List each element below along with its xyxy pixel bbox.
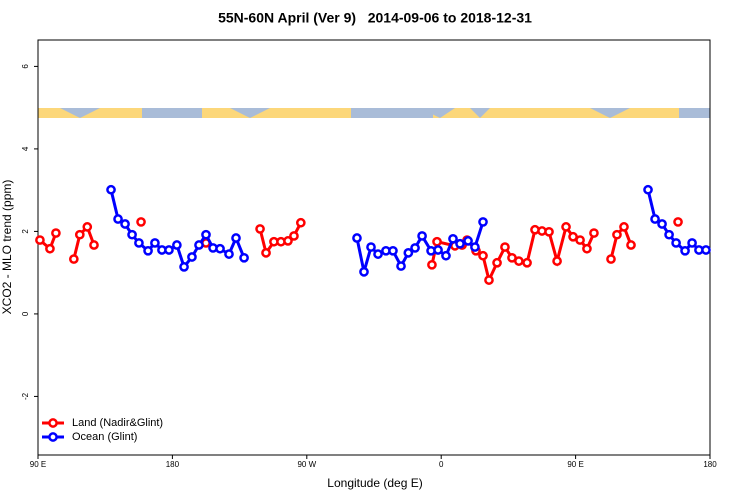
x-tick-label: 90 E: [30, 460, 46, 469]
data-point: [619, 222, 629, 232]
data-point: [626, 240, 636, 250]
series-line: [72, 224, 96, 260]
data-point: [575, 235, 585, 245]
data-point: [582, 243, 592, 254]
series-line: [609, 224, 633, 260]
y-axis-label: XCO2 - MLO trend (ppm): [0, 180, 14, 315]
map-ocean: [38, 108, 710, 118]
data-point: [113, 214, 123, 224]
data-point: [664, 229, 674, 240]
data-point: [671, 238, 681, 248]
data-point: [544, 226, 554, 237]
data-point: [492, 257, 502, 268]
data-point: [295, 217, 306, 228]
data-point: [403, 248, 414, 258]
data-point: [612, 229, 622, 240]
data-point: [74, 229, 85, 240]
data-point: [673, 217, 683, 227]
data-point: [432, 236, 442, 247]
data-point: [289, 231, 299, 241]
data-point: [643, 184, 653, 195]
data-point: [680, 245, 690, 256]
data-point: [366, 242, 376, 252]
data-point: [164, 245, 174, 255]
legend-label: Ocean (Glint): [72, 431, 137, 443]
data-point: [561, 222, 571, 232]
legend-label: Land (Nadir&Glint): [72, 417, 163, 429]
legend-marker: [48, 418, 58, 428]
legend-marker: [48, 432, 58, 442]
data-point: [231, 233, 241, 243]
data-point: [417, 231, 427, 241]
data-point: [106, 184, 116, 195]
data-point: [478, 250, 488, 261]
data-point: [687, 238, 697, 248]
data-point: [194, 240, 204, 250]
data-point: [441, 250, 451, 261]
data-point: [388, 245, 398, 256]
data-point: [650, 214, 660, 224]
data-point: [463, 236, 473, 246]
map-strip: [38, 108, 710, 118]
y-tick-label: 2: [21, 229, 30, 234]
data-point: [82, 222, 93, 232]
map-ocean: [60, 108, 630, 118]
data-point: [179, 262, 189, 272]
map-land: [202, 108, 351, 118]
data-point: [239, 252, 249, 263]
chart-title: 55N-60N April (Ver 9) 2014-09-06 to 2018…: [218, 10, 532, 26]
data-point: [215, 243, 225, 254]
data-point: [127, 229, 137, 240]
data-point: [484, 275, 494, 285]
y-tick-label: -2: [21, 392, 30, 400]
data-point: [410, 243, 420, 253]
data-point: [657, 219, 667, 229]
x-tick-label: 90 E: [567, 460, 583, 469]
x-axis-label: Longitude (deg E): [327, 476, 422, 490]
data-point: [143, 245, 153, 256]
data-point: [552, 256, 562, 266]
x-tick-label: 0: [439, 460, 444, 469]
data-point: [522, 257, 532, 268]
data-point: [455, 238, 465, 249]
data-point: [433, 245, 443, 255]
data-point: [589, 228, 599, 238]
data-point: [68, 254, 79, 264]
data-point: [51, 228, 61, 238]
x-tick-label: 180: [166, 460, 180, 469]
data-point: [448, 233, 458, 244]
y-tick-label: 0: [21, 311, 30, 316]
y-tick-label: 4: [21, 146, 30, 151]
map-land: [433, 108, 679, 118]
data-point: [606, 254, 616, 264]
data-point: [359, 266, 369, 277]
data-point: [373, 249, 383, 259]
data-point: [120, 219, 130, 229]
data-point: [514, 256, 524, 266]
data-point: [45, 243, 55, 254]
data-point: [427, 259, 437, 270]
y-tick-label: 6: [21, 64, 30, 69]
data-point: [261, 248, 271, 258]
data-point: [187, 252, 197, 262]
x-tick-label: 90 W: [297, 460, 316, 469]
data-point: [470, 242, 480, 252]
data-point: [396, 261, 406, 271]
data-point: [134, 238, 144, 248]
data-point: [500, 242, 510, 252]
data-point: [224, 249, 234, 259]
x-tick-label: 180: [703, 460, 717, 469]
data-point: [136, 217, 146, 227]
data-point: [478, 217, 488, 227]
data-point: [255, 224, 265, 234]
data-point: [172, 240, 182, 250]
data-point: [701, 245, 711, 255]
data-point: [150, 238, 160, 248]
data-point: [283, 236, 293, 246]
data-point: [35, 235, 45, 245]
data-point: [352, 233, 362, 243]
data-point: [201, 229, 211, 240]
data-point: [89, 240, 99, 250]
